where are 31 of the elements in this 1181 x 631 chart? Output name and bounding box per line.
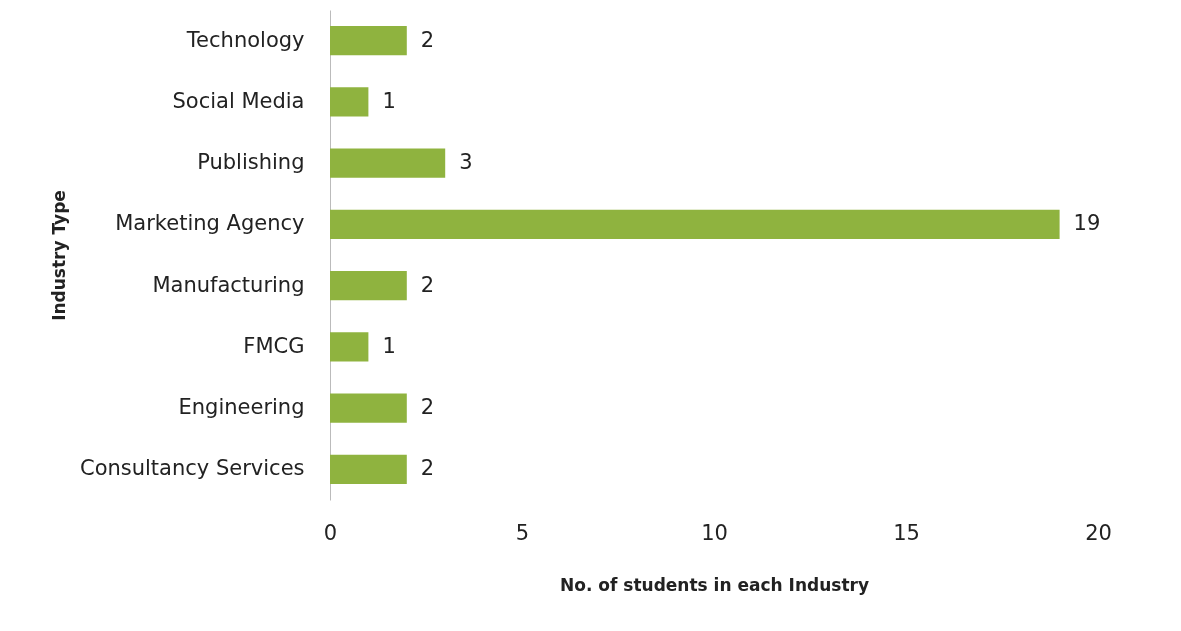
bar	[330, 332, 369, 362]
x-axis-title: No. of students in each Industry	[560, 574, 869, 595]
y-tick-label: Consultancy Services	[79, 456, 305, 481]
y-tick-label: Technology	[185, 27, 305, 52]
data-label: 3	[459, 150, 473, 175]
y-tick-label: Social Media	[172, 88, 305, 113]
bar	[330, 87, 369, 117]
data-label: 19	[1073, 211, 1101, 236]
bar	[330, 270, 407, 301]
x-tick-label: 20	[1085, 520, 1112, 545]
bar	[330, 25, 407, 56]
y-tick-label: Engineering	[178, 395, 305, 420]
bar	[330, 454, 407, 485]
data-label: 1	[382, 88, 396, 113]
x-tick-label: 15	[893, 520, 920, 545]
x-tick-label: 10	[701, 520, 728, 545]
data-label: 2	[420, 272, 435, 297]
data-label: 2	[420, 27, 435, 52]
x-tick-label: 5	[515, 520, 530, 545]
y-tick-label: Marketing Agency	[115, 211, 305, 236]
bar	[330, 148, 446, 178]
x-tick-label: 0	[323, 520, 338, 545]
bar	[330, 209, 1060, 240]
y-tick-label: Publishing	[197, 150, 305, 175]
y-tick-label: FMCG	[243, 333, 305, 358]
data-label: 2	[420, 395, 435, 420]
y-tick-label: Manufacturing	[152, 272, 305, 297]
data-label: 2	[420, 456, 435, 481]
y-axis-title: Industry Type	[48, 190, 69, 321]
data-label: 1	[382, 333, 396, 358]
bar	[330, 393, 407, 423]
